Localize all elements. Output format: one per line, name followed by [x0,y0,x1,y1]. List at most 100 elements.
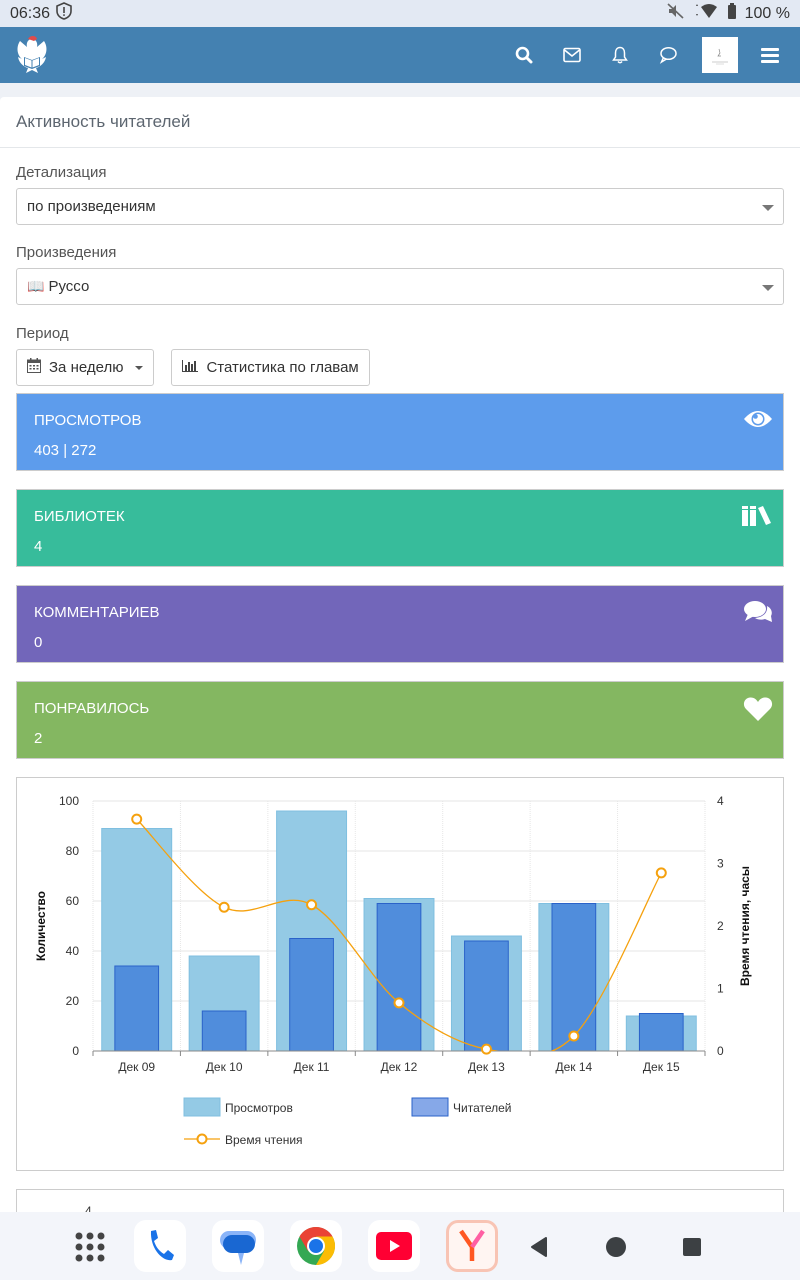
x-tick-label: Дек 11 [294,1060,330,1074]
stat-card-views: ПРОСМОТРОВ 403 | 272 [16,393,784,471]
bar-readers [289,938,334,1052]
hamburger-menu-icon[interactable] [750,46,790,64]
y-tick-label: 0 [72,1044,79,1058]
y-tick-label: 100 [59,794,79,808]
bar-readers [638,1013,684,1052]
y-tick-label: 80 [66,844,80,858]
bell-icon[interactable] [596,35,644,75]
mail-icon[interactable] [548,35,596,75]
reading-time-point [131,813,143,825]
reading-time-point [655,867,667,879]
x-tick-label: Дек 14 [555,1060,592,1074]
calendar-icon [27,358,41,377]
book-icon: 📖 [27,278,45,294]
reading-time-point [393,997,405,1009]
bar-chart-icon [182,359,199,376]
reading-time-point [480,1043,492,1055]
app-drawer-icon[interactable] [74,1231,106,1268]
eye-icon [743,408,773,435]
y-right-tick-label: 4 [717,794,724,808]
bar-readers [464,940,509,1052]
x-tick-label: Дек 15 [643,1060,680,1074]
x-tick-label: Дек 10 [206,1060,243,1074]
chapter-stats-button[interactable]: Статистика по главам [171,349,370,386]
status-time: 06:36 [10,4,51,22]
y-tick-label: 40 [66,944,80,958]
y-tick-label: 4 [85,1204,92,1218]
stat-value: 0 [34,634,43,651]
reading-time-point [568,1030,580,1042]
stat-value: 4 [34,538,43,555]
phone-app-icon[interactable] [134,1220,186,1272]
legend-swatch-readers [411,1097,449,1117]
comments-icon [743,600,773,629]
activity-chart: 0 20 40 60 80 100 0 1 2 3 4 Дек 09 Дек 10 Дек 11 Дек 1… [16,777,784,1171]
chevron-down-icon [762,205,774,211]
top-navbar [0,27,800,83]
y-right-tick-label: 1 [717,982,724,996]
legend-label-views: Просмотров [225,1101,293,1115]
period-label: Период [16,325,69,342]
detail-select[interactable]: по произведениям [16,188,784,225]
y-right-tick-label: 2 [717,919,724,933]
y-right-tick-label: 3 [717,857,724,871]
x-tick-label: Дек 09 [118,1060,155,1074]
legend-swatch-views [183,1097,221,1117]
chapter-stats-label: Статистика по главам [206,359,359,376]
stat-value: 403 | 272 [34,442,97,459]
back-icon[interactable] [528,1236,550,1263]
reading-time-point [218,901,230,913]
caret-down-icon [135,365,144,370]
bar-readers [114,965,160,1052]
stat-card-comments: КОММЕНТАРИЕВ 0 [16,585,784,663]
battery-level: 100 % [744,4,790,22]
legend-label-readers: Читателей [453,1101,512,1115]
bar-readers [551,903,597,1052]
heart-icon [743,696,773,727]
y-tick-label: 20 [66,994,80,1008]
wifi-icon [693,3,719,24]
search-icon[interactable] [500,35,548,75]
bar-readers [376,903,422,1052]
android-dock [0,1212,800,1280]
works-select[interactable]: 📖 Руссо [16,268,784,305]
y-axis-title: Количество [34,891,48,961]
filter-form: Детализация по произведениям Произведени… [0,164,800,386]
detail-select-value: по произведениям [27,198,156,215]
legend-swatch-point [196,1133,208,1145]
y-right-tick-label: 0 [717,1044,724,1058]
stat-value: 2 [34,730,43,747]
x-tick-label: Дек 13 [468,1060,505,1074]
stat-card-likes: ПОНРАВИЛОСЬ 2 [16,681,784,759]
period-button-label: За неделю [49,359,124,376]
y-right-axis-title: Время чтения, часы [738,866,752,986]
chrome-app-icon[interactable] [290,1220,342,1272]
y-tick-label: 60 [66,894,80,908]
shield-alert-icon [56,2,72,25]
chat-icon[interactable] [644,35,692,75]
panel-header: Активность читателей [0,97,800,148]
youtube-app-icon[interactable] [368,1220,420,1272]
home-icon[interactable] [605,1236,627,1263]
period-controls: За неделю Статистика по главам [16,349,784,386]
stat-title: КОММЕНТАРИЕВ [34,604,160,621]
x-tick-label: Дек 12 [381,1060,418,1074]
chevron-down-icon [762,285,774,291]
legend-label-reading-time: Время чтения [225,1133,303,1147]
reading-time-point [306,899,318,911]
status-bar: 06:36 100 % [0,0,800,27]
period-dropdown-button[interactable]: За неделю [16,349,155,386]
messages-app-icon[interactable] [212,1220,264,1272]
eagle-book-logo[interactable] [10,33,54,77]
second-chart-partial: 4 [16,1189,784,1229]
activity-chart-svg: 0 20 40 60 80 100 0 1 2 3 4 Дек 09 Дек 10 Дек 11 Дек 1… [34,794,752,1147]
stat-title: БИБЛИОТЕК [34,508,125,525]
stat-title: ПРОСМОТРОВ [34,412,142,429]
works-select-value: Руссо [48,278,90,295]
yandex-browser-app-icon[interactable] [446,1220,498,1272]
stat-card-libraries: БИБЛИОТЕК 4 [16,489,784,567]
detail-label: Детализация [16,164,107,181]
recents-icon[interactable] [682,1237,702,1262]
avatar[interactable] [702,37,738,73]
battery-icon [727,3,737,24]
